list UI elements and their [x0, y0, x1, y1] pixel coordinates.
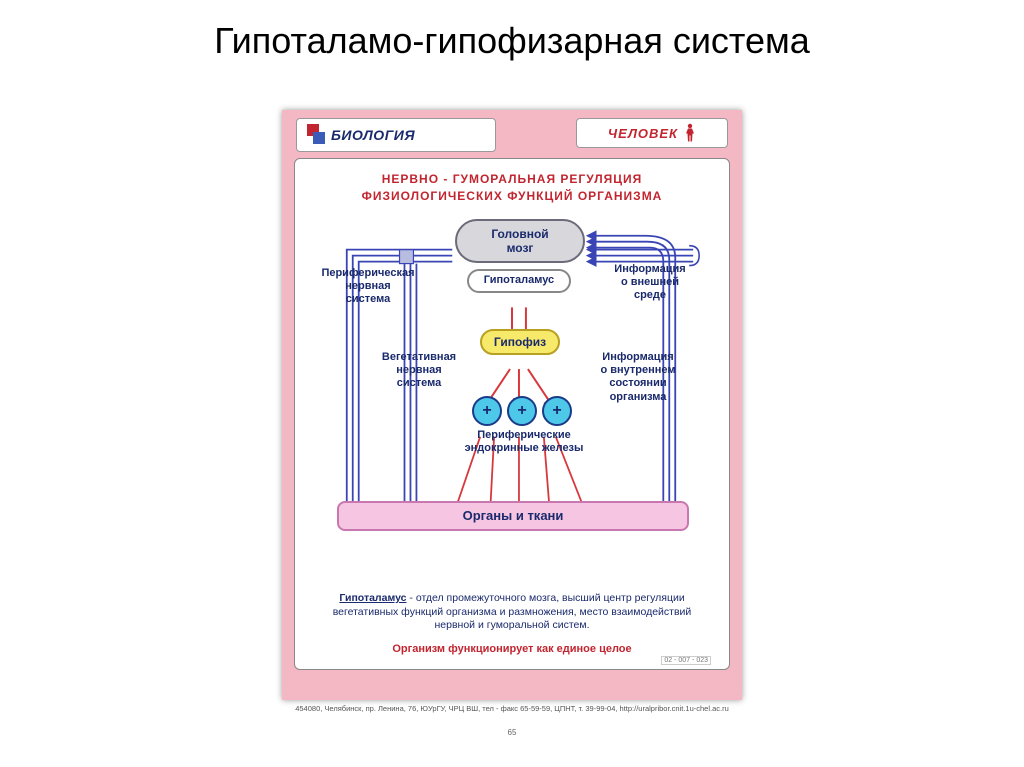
diagram: Головноймозг Гипоталамус Гипофиз Органы …	[295, 211, 729, 569]
poster: БИОЛОГИЯ ЧЕЛОВЕК НЕРВНО - ГУМОРАЛЬНАЯ РЕ…	[282, 110, 742, 700]
label-external-info: Информацияо внешнейсреде	[603, 263, 697, 303]
logo-box: БИОЛОГИЯ	[296, 118, 496, 152]
poster-panel: НЕРВНО - ГУМОРАЛЬНАЯ РЕГУЛЯЦИЯ ФИЗИОЛОГИ…	[294, 158, 730, 670]
page-title: Гипоталамо-гипофизарная система	[0, 0, 1024, 62]
gland-plus: +	[552, 402, 561, 420]
poster-title: НЕРВНО - ГУМОРАЛЬНАЯ РЕГУЛЯЦИЯ ФИЗИОЛОГИ…	[295, 159, 729, 205]
label-internal-info: Информацияо внутреннемсостоянииорганизма	[591, 351, 685, 404]
person-icon	[684, 123, 696, 143]
logo-icon	[303, 124, 325, 146]
label-vegetative-ns: Вегетативнаянервнаясистема	[373, 351, 465, 391]
node-organs-label: Органы и ткани	[463, 508, 564, 524]
node-hypothalamus-label: Гипоталамус	[484, 274, 554, 287]
gland-3: +	[542, 396, 572, 426]
gland-1: +	[472, 396, 502, 426]
human-badge: ЧЕЛОВЕК	[576, 118, 728, 148]
footer-conclusion: Организм функционирует как единое целое	[313, 643, 711, 655]
logo-text: БИОЛОГИЯ	[331, 127, 415, 143]
address: 454080, Челябинск, пр. Ленина, 76, ЮУрГУ…	[282, 704, 742, 713]
label-peripheral-ns: Периферическаянервнаясистема	[319, 267, 417, 307]
node-organs: Органы и ткани	[337, 501, 689, 531]
node-brain: Головноймозг	[455, 219, 585, 263]
title-line2: ФИЗИОЛОГИЧЕСКИХ ФУНКЦИЙ ОРГАНИЗМА	[295, 188, 729, 205]
footer-text: Гипоталамус - отдел промежуточного мозга…	[313, 592, 711, 633]
label-peripheral-glands: Периферическиеэндокринные железы	[449, 429, 599, 455]
node-hypothalamus: Гипоталамус	[467, 269, 571, 293]
gland-plus: +	[517, 402, 526, 420]
gland-plus: +	[482, 402, 491, 420]
page-number: 65	[282, 728, 742, 737]
footer-keyword: Гипоталамус	[339, 592, 406, 604]
node-brain-label: Головноймозг	[491, 227, 548, 256]
node-pituitary-label: Гипофиз	[494, 335, 546, 349]
title-line1: НЕРВНО - ГУМОРАЛЬНАЯ РЕГУЛЯЦИЯ	[295, 171, 729, 188]
gland-2: +	[507, 396, 537, 426]
human-text: ЧЕЛОВЕК	[608, 126, 678, 141]
corner-code: 02 - 007 - 023	[661, 656, 711, 665]
node-pituitary: Гипофиз	[480, 329, 560, 355]
